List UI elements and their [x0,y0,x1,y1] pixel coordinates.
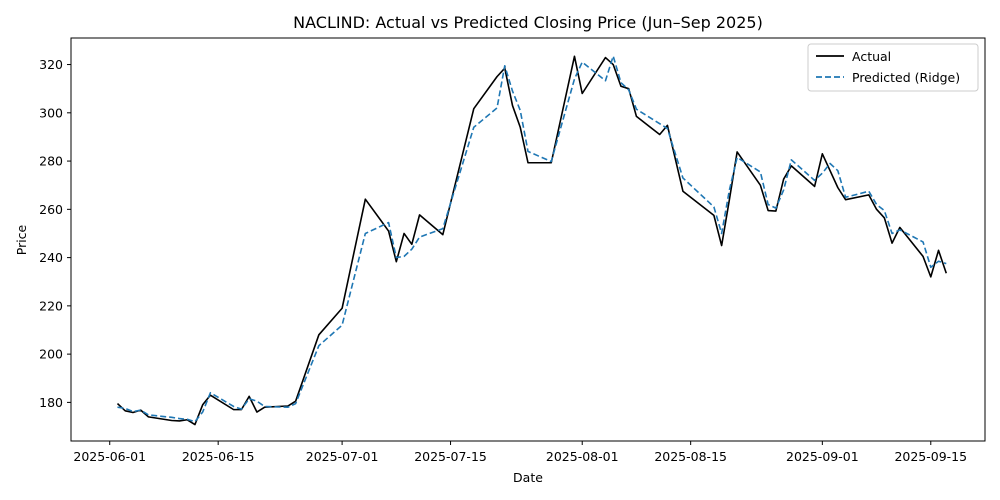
y-tick-label: 280 [39,154,63,169]
x-axis-title: Date [513,470,543,485]
y-tick-label: 300 [39,105,63,120]
series-line-predicted [117,55,947,423]
y-tick-label: 240 [39,250,63,265]
series-layer [116,55,948,426]
legend-label-predicted: Predicted (Ridge) [852,70,960,85]
legend-label-actual: Actual [852,49,891,64]
x-tick-label: 2025-09-01 [786,449,859,464]
x-tick-label: 2025-06-15 [182,449,255,464]
x-tick-label: 2025-07-01 [306,449,379,464]
legend-box [807,43,979,92]
y-tick-label: 180 [39,395,63,410]
x-axis: 2025-06-01 2025-06-15 2025-07-01 2025-07-15… [73,441,967,464]
x-tick-label: 2025-08-01 [546,449,619,464]
y-tick-label: 260 [39,202,63,217]
legend: Actual Predicted (Ridge) [807,43,979,92]
y-axis-title: Price [14,224,29,255]
x-tick-label: 2025-08-15 [654,449,727,464]
y-tick-label: 200 [39,347,63,362]
x-tick-label: 2025-06-01 [73,449,146,464]
series-line-actual [116,55,948,426]
plot-area [70,37,986,442]
y-axis: 180 200 220 240 260 280 300 320 [39,57,71,410]
x-tick-label: 2025-07-15 [414,449,487,464]
y-tick-label: 220 [39,298,63,313]
plot-frame [70,37,986,442]
chart-title: NACLIND: Actual vs Predicted Closing Pri… [293,13,763,32]
x-tick-label: 2025-09-15 [894,449,967,464]
y-tick-label: 320 [39,57,63,72]
